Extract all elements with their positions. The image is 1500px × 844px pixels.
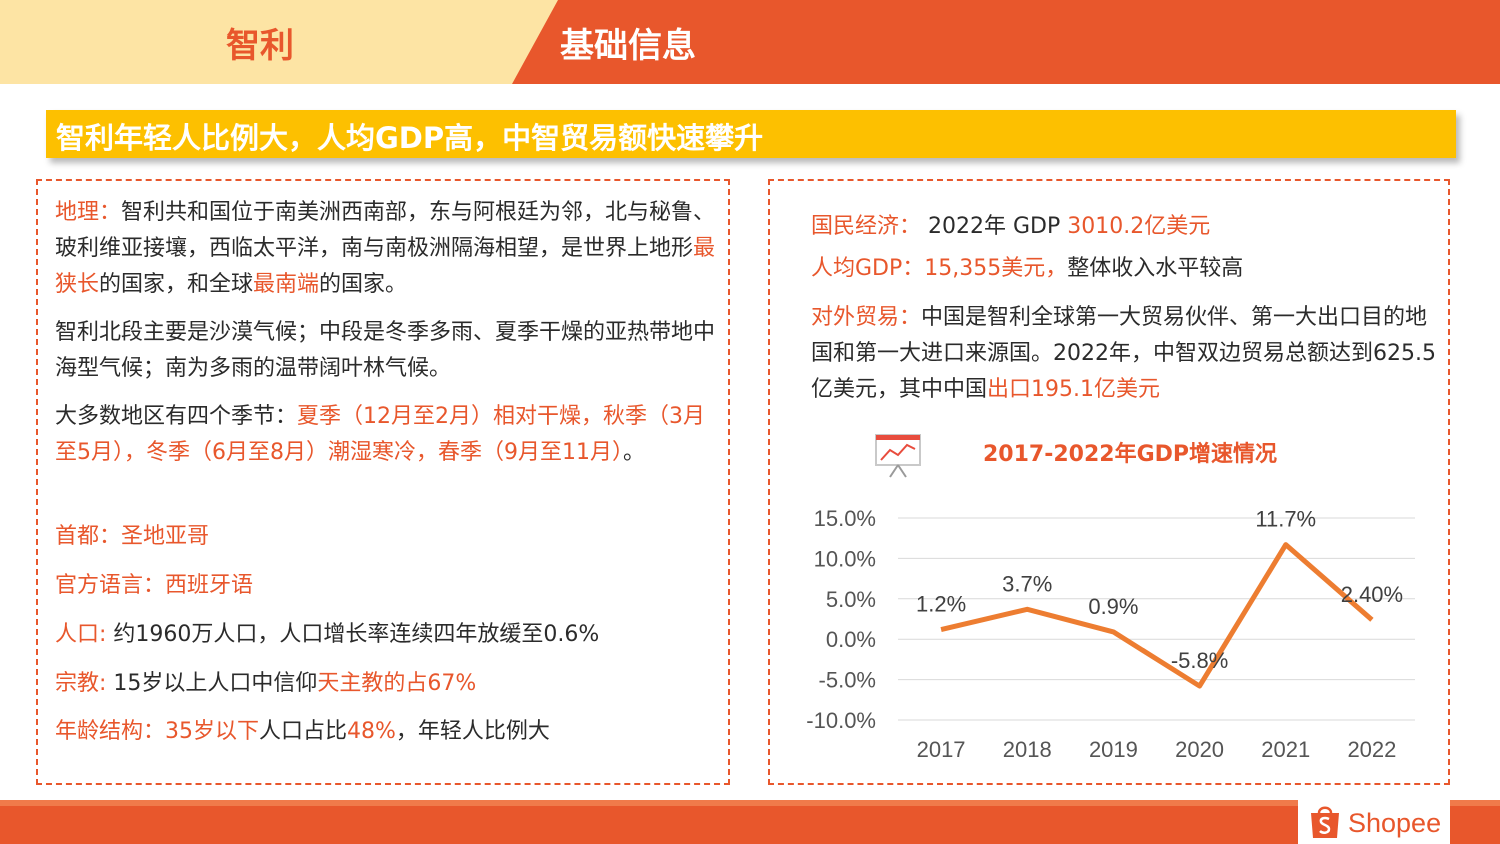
data-label: 3.7% — [1002, 571, 1052, 596]
geography-text: 智利共和国位于南美洲西南部，东与阿根廷为邻，北与秘鲁、玻利维亚接壤，西临太平洋，… — [55, 200, 716, 261]
x-tick-label: 2017 — [917, 737, 966, 762]
shopee-bag-icon — [1311, 806, 1339, 838]
y-tick-label: -5.0% — [819, 668, 876, 693]
per-capita-line: 人均GDP：15,355美元，整体收入水平较高 — [811, 251, 1441, 287]
trade-label: 对外贸易： — [811, 305, 922, 330]
data-label: 11.7% — [1255, 507, 1316, 532]
data-labels: 1.2% 3.7% 0.9% -5.8% 11.7% 2.40% — [916, 507, 1403, 673]
chart-grid — [898, 517, 1415, 721]
chart-presentation-icon — [873, 432, 923, 484]
y-tick-label: 15.0% — [814, 506, 876, 531]
data-label: 1.2% — [916, 592, 966, 617]
headline-text: 智利年轻人比例大，人均GDP高，中智贸易额快速攀升 — [56, 121, 764, 155]
left-info-panel: 地理：智利共和国位于南美洲西南部，东与阿根廷为邻，北与秘鲁、玻利维亚接壤，西临太… — [36, 179, 730, 785]
geography-highlight-narrowest: 最狭长 — [55, 236, 716, 297]
header-left-band — [0, 0, 560, 84]
chart-title: 2017-2022年GDP增速情况 — [983, 442, 1278, 467]
footer-bar — [0, 800, 1500, 844]
climate-paragraph: 智利北段主要是沙漠气候；中段是冬季多雨、夏季干燥的亚热带地中海型气候；南为多雨的… — [55, 320, 716, 381]
geography-text-3: 的国家。 — [319, 272, 408, 297]
y-tick-label: -10.0% — [806, 708, 876, 733]
y-tick-label: 10.0% — [814, 546, 876, 571]
age-structure-text: 人口占比 — [259, 719, 348, 744]
y-axis-ticks: 15.0% 10.0% 5.0% 0.0% -5.0% -10.0% — [806, 506, 876, 733]
shopee-logo: Shopee — [1298, 798, 1450, 844]
data-label: 2.40% — [1341, 582, 1403, 607]
seasons-highlight: 夏季（12月至2月）相对干燥，秋季（3月至5月），冬季（6月至8月）潮湿寒冷，春… — [55, 404, 706, 465]
religion-line: 宗教: 15岁以上人口中信仰天主教的占67% — [55, 666, 721, 702]
population-line: 人口: 约1960万人口，人口增长率连续四年放缓至0.6% — [55, 617, 721, 653]
shopee-brand-text: Shopee — [1348, 808, 1442, 838]
economy-gdp-value: 3010.2亿美元 — [1067, 214, 1211, 239]
headline-banner: 智利年轻人比例大，人均GDP高，中智贸易额快速攀升 — [46, 110, 1456, 158]
x-axis-ticks: 2017 2018 2019 2020 2021 2022 — [917, 737, 1397, 762]
header-country: 智利 — [226, 26, 294, 66]
trade-export-highlight: 出口195.1亿美元 — [987, 377, 1160, 402]
geography-highlight-southernmost: 最南端 — [253, 272, 320, 297]
religion-label: 宗教: — [55, 671, 114, 696]
per-capita-text: 整体收入水平较高 — [1067, 256, 1244, 281]
y-tick-label: 5.0% — [826, 587, 876, 612]
religion-highlight: 天主教的占67% — [317, 671, 477, 696]
header-title: 基础信息 — [560, 26, 696, 66]
header-right-band — [512, 0, 1500, 84]
seasons-text: 大多数地区有四个季节： — [55, 404, 298, 429]
age-structure-percent: 48% — [347, 719, 396, 744]
x-tick-label: 2020 — [1175, 737, 1224, 762]
gdp-growth-line — [940, 542, 1374, 689]
population-label: 人口: — [55, 622, 114, 647]
gdp-growth-chart: 15.0%10.0%5.0%0.0%-5.0%-10.0% 2017 2018 20… — [806, 506, 1415, 762]
age-structure-line: 年龄结构：35岁以下人口占比48%，年轻人比例大 — [55, 714, 721, 750]
data-label: -5.8% — [1171, 648, 1228, 673]
capital-line: 首都：圣地亚哥 — [55, 524, 210, 549]
seasons-paragraph: 大多数地区有四个季节：夏季（12月至2月）相对干燥，秋季（3月至5月），冬季（6… — [55, 399, 721, 471]
economy-label: 国民经济： — [811, 214, 922, 239]
economy-line: 国民经济： 2022年 GDP 3010.2亿美元 — [811, 209, 1441, 245]
trade-text: 中国是智利全球第一大贸易伙伴、第一大出口目的地国和第一大进口来源国。2022年，… — [811, 305, 1436, 402]
religion-text: 15岁以上人口中信仰 — [113, 671, 318, 696]
footer-stripe — [0, 800, 1500, 806]
per-capita-value: 人均GDP：15,355美元， — [811, 256, 1068, 281]
data-label: 0.9% — [1088, 594, 1138, 619]
geography-text-2: 的国家，和全球 — [99, 272, 254, 297]
language-line: 官方语言：西班牙语 — [55, 573, 254, 598]
right-info-panel: 国民经济： 2022年 GDP 3010.2亿美元 人均GDP：15,355美元… — [768, 179, 1450, 785]
y-tick-label: 0.0% — [826, 627, 876, 652]
x-tick-label: 2019 — [1089, 737, 1138, 762]
seasons-end: 。 — [622, 440, 645, 465]
geography-label: 地理： — [55, 200, 122, 225]
x-tick-label: 2021 — [1261, 737, 1310, 762]
economy-text: 2022年 GDP — [921, 214, 1068, 239]
age-structure-text-2: ，年轻人比例大 — [395, 719, 550, 744]
x-tick-label: 2018 — [1003, 737, 1052, 762]
geography-paragraph: 地理：智利共和国位于南美洲西南部，东与阿根廷为邻，北与秘鲁、玻利维亚接壤，西临太… — [55, 195, 721, 303]
trade-paragraph: 对外贸易：中国是智利全球第一大贸易伙伴、第一大出口目的地国和第一大进口来源国。2… — [811, 300, 1441, 408]
age-structure-label: 年龄结构：35岁以下 — [55, 719, 259, 744]
x-tick-label: 2022 — [1347, 737, 1396, 762]
population-text: 约1960万人口，人口增长率连续四年放缓至0.6% — [113, 622, 600, 647]
